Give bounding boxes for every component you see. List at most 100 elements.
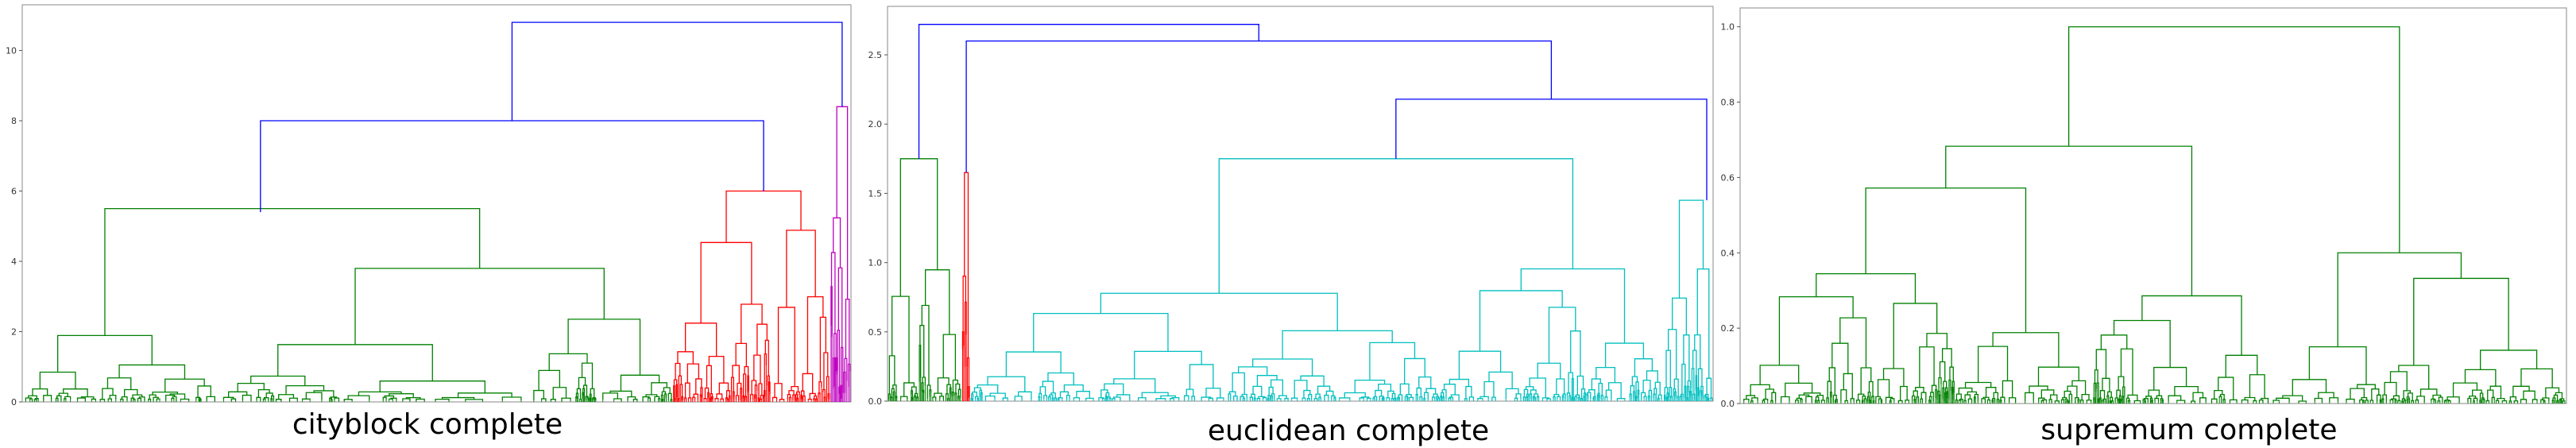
dendrogram-link [677, 351, 694, 365]
plot-frame [21, 4, 852, 403]
dendrogram-link [1043, 395, 1048, 400]
dendrogram-link [1586, 393, 1589, 400]
dendrogram-link [1576, 375, 1584, 396]
dendrogram-link [961, 330, 965, 350]
dendrogram-link [823, 352, 829, 390]
dendrogram-link [1750, 384, 1770, 396]
dendrogram-link [1238, 366, 1268, 376]
dendrogram-link [1977, 346, 2009, 383]
dendrogram-link [1251, 393, 1255, 399]
dendrogram-link [435, 398, 450, 401]
dendrogram-link [818, 392, 821, 398]
dendrogram-link [2382, 394, 2387, 402]
dendrogram-link [2097, 398, 2100, 402]
dendrogram-link [1588, 389, 1595, 397]
dendrogram-link [1418, 376, 1432, 389]
dendrogram-link [632, 399, 638, 401]
upper-link [260, 120, 764, 213]
dendrogram-link [2102, 377, 2110, 392]
dendrogram-link [911, 386, 917, 394]
dendrogram-link [343, 399, 353, 401]
dendrogram-link [732, 391, 735, 400]
root-link [511, 21, 843, 122]
dendrogram-link [148, 398, 152, 401]
dendrogram-link [1218, 158, 1574, 294]
dendrogram-link [590, 388, 595, 398]
dendrogram-link [957, 388, 961, 399]
dendrogram-link [974, 396, 979, 400]
dendrogram-link [984, 396, 996, 400]
dendrogram-link [2116, 389, 2121, 399]
dendrogram-link [2509, 396, 2517, 401]
y-tick-label: 0 [11, 397, 17, 407]
dendrogram-link [1643, 396, 1647, 400]
dendrogram-link [1525, 386, 1534, 390]
y-tick-label: 8 [11, 116, 17, 126]
dendrogram-link [1073, 397, 1081, 400]
dendrogram-link [1271, 395, 1274, 400]
dendrogram-link [1253, 397, 1256, 400]
dendrogram-link [1951, 380, 1955, 393]
dendrogram-link [796, 391, 800, 396]
dendrogram-link [1262, 396, 1267, 400]
dendrogram-link [1700, 390, 1703, 397]
dendrogram-link [1955, 393, 1962, 400]
dendrogram-link [735, 395, 740, 401]
dendrogram-link [389, 393, 414, 398]
dendrogram-link [1751, 397, 1758, 402]
dendrogram-link [836, 106, 849, 299]
dendrogram-link [2520, 399, 2528, 403]
dendrogram-link [2127, 394, 2138, 401]
dendrogram-link [1840, 389, 1847, 402]
dendrogram-link [1992, 332, 2060, 368]
y-tick-label: 1.0 [1721, 22, 1735, 33]
dendrogram-link [2161, 400, 2164, 403]
dendrogram-link [1419, 396, 1423, 400]
dendrogram-link [405, 397, 421, 400]
dendrogram-link [2225, 354, 2258, 378]
dendrogram-link [1967, 398, 1973, 403]
dendrogram-link [582, 392, 585, 400]
dendrogram-link [1050, 392, 1056, 398]
dendrogram-link [1529, 393, 1533, 400]
dendrogram-link [964, 301, 967, 367]
dendrogram-link [2148, 389, 2160, 396]
dendrogram-link [1058, 397, 1063, 400]
dendrogram-link [1479, 396, 1489, 400]
dendrogram-link [575, 392, 579, 400]
dendrogram-link [2096, 382, 2099, 400]
dendrogram-link [1415, 394, 1418, 400]
dendrogram-link [153, 396, 159, 401]
dendrogram-link [921, 304, 930, 385]
dendrogram-link [1557, 396, 1561, 400]
dendrogram-link [1268, 386, 1274, 396]
dendrogram-link [1399, 383, 1410, 396]
dendrogram-link [813, 398, 816, 401]
dendrogram-link [1394, 397, 1396, 400]
dendrogram-link [2099, 397, 2102, 403]
dendrogram-link [710, 393, 714, 399]
dendrogram-link [2479, 400, 2481, 403]
dendrogram-link [1232, 372, 1245, 395]
dendrogram-link [2467, 397, 2472, 403]
dendrogram-link [1242, 397, 1245, 400]
dendrogram-link [1605, 389, 1612, 400]
dendrogram-link [1765, 388, 1774, 400]
dendrogram-link [1882, 368, 1905, 387]
dendrogram-link [2282, 395, 2303, 401]
dendrogram-link [806, 295, 824, 374]
dendrogram-link [2357, 384, 2376, 389]
dendrogram-link [2365, 400, 2369, 403]
dendrogram-link [2559, 398, 2565, 401]
dendrogram-link [1571, 378, 1574, 398]
dendrogram-link [1249, 396, 1253, 400]
dendrogram-link [56, 395, 62, 401]
dendrogram-link [1827, 380, 1832, 398]
dendrogram-link [1416, 387, 1421, 397]
dendrogram-link [1514, 397, 1518, 400]
dendrogram-link [914, 392, 919, 397]
dendrogram-link [2394, 399, 2397, 403]
dendrogram-link [2361, 397, 2368, 400]
dendrogram-link [1406, 396, 1409, 400]
